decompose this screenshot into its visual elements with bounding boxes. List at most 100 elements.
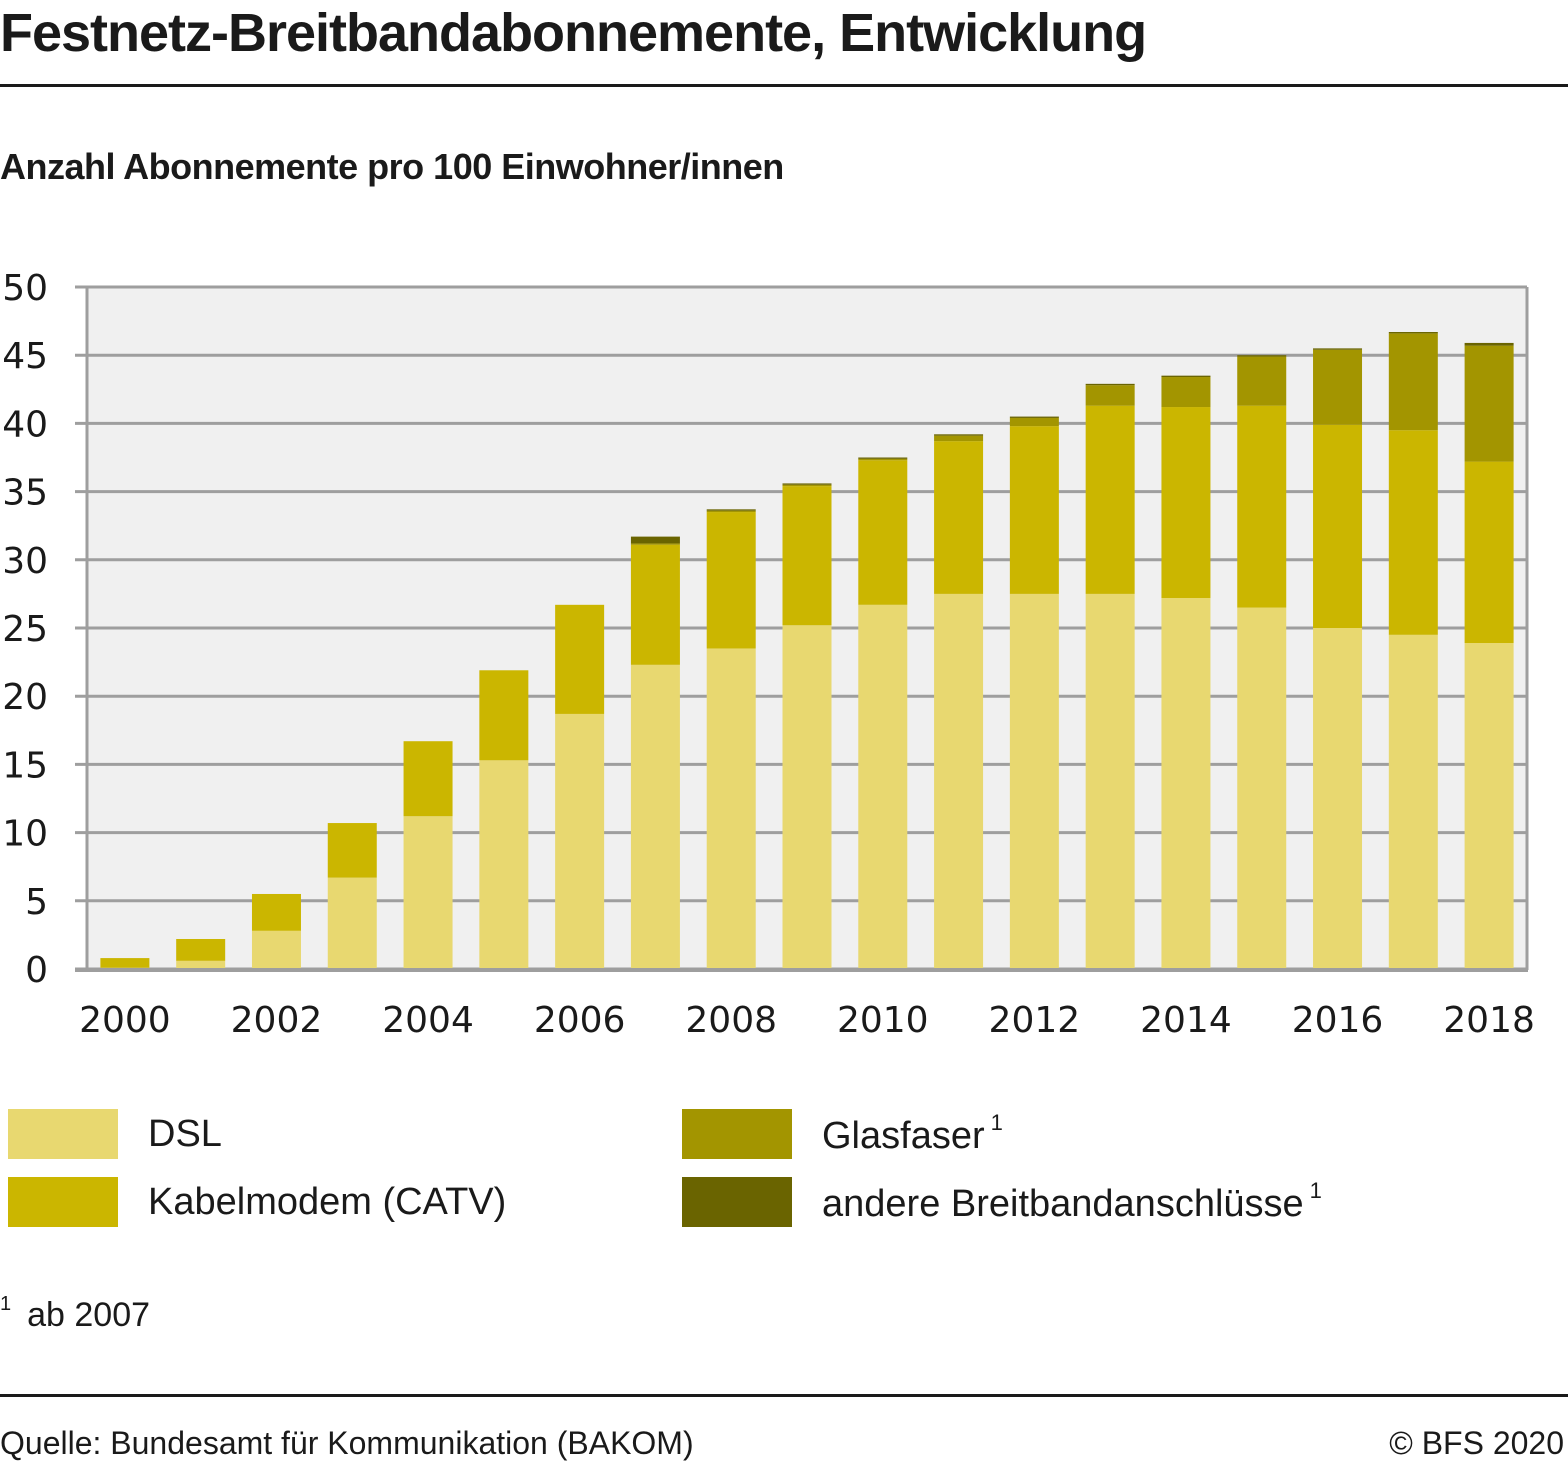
bar-segment-dsl-2003 xyxy=(327,877,377,969)
bar-segment-glasfaser-2011 xyxy=(934,435,984,442)
legend-item-glasfaser: Glasfaser 1 xyxy=(682,1108,1003,1160)
legend-item-dsl: DSL xyxy=(8,1108,222,1160)
source-note: Quelle: Bundesamt für Kommunikation (BAK… xyxy=(0,1425,694,1461)
title-divider xyxy=(0,84,1568,87)
bar-segment-dsl-2012 xyxy=(1009,593,1059,969)
bar-stack-2009 xyxy=(782,483,832,969)
y-tick-label: 50 xyxy=(2,268,48,309)
bar-segment-dsl-2002 xyxy=(251,930,301,969)
y-tick-label: 5 xyxy=(25,882,48,923)
bar-segment-kabelmodem-catv--2016 xyxy=(1313,424,1363,628)
bar-stack-2016 xyxy=(1313,348,1363,969)
bar-segment-kabelmodem-catv--2004 xyxy=(403,741,453,817)
chart-title: Festnetz-Breitbandabonnemente, Entwicklu… xyxy=(0,3,1147,63)
y-tick-label: 40 xyxy=(2,404,48,445)
bar-stack-2003 xyxy=(327,823,377,969)
bar-segment-andere-breitbandanschl-sse-2016 xyxy=(1313,348,1363,350)
y-tick-label: 25 xyxy=(2,609,48,650)
legend-swatch-dsl xyxy=(8,1109,118,1159)
bar-segment-kabelmodem-catv--2003 xyxy=(327,823,377,878)
bar-segment-kabelmodem-catv--2002 xyxy=(251,893,301,931)
bar-segment-dsl-2018 xyxy=(1464,643,1514,969)
bar-segment-kabelmodem-catv--2013 xyxy=(1085,405,1135,594)
x-tick-label: 2014 xyxy=(1140,1000,1232,1041)
bar-stack-2008 xyxy=(706,509,756,969)
x-tick-label: 2004 xyxy=(382,1000,474,1041)
bar-segment-dsl-2001 xyxy=(176,960,226,969)
bar-stack-2010 xyxy=(858,457,908,969)
bar-segment-dsl-2008 xyxy=(706,648,756,969)
bar-segment-dsl-2007 xyxy=(630,664,680,969)
bar-segment-kabelmodem-catv--2017 xyxy=(1388,430,1438,635)
legend-swatch-catv xyxy=(8,1177,118,1227)
bar-segment-dsl-2005 xyxy=(479,760,529,969)
bar-segment-dsl-2016 xyxy=(1313,628,1363,969)
y-tick-label: 35 xyxy=(2,473,48,514)
footnote-text: ab 2007 xyxy=(27,1296,151,1334)
bar-segment-kabelmodem-catv--2011 xyxy=(934,441,984,594)
chart-subtitle: Anzahl Abonnemente pro 100 Einwohner/inn… xyxy=(0,146,784,187)
bar-stack-2017 xyxy=(1388,332,1438,969)
bar-segment-dsl-2017 xyxy=(1388,634,1438,969)
legend-label-catv: Kabelmodem (CATV) xyxy=(148,1180,507,1223)
bar-segment-andere-breitbandanschl-sse-2018 xyxy=(1464,342,1514,346)
y-tick-label: 45 xyxy=(2,336,48,377)
stacked-bar-chart: 0 5 10 15 20 25 30 35 40 45 50 2000 2002 2004 2006 2008… xyxy=(2,268,1535,1041)
bar-segment-kabelmodem-catv--2001 xyxy=(176,938,226,961)
footnote-marker: 1 xyxy=(990,1110,1003,1135)
bar-stack-2013 xyxy=(1085,383,1135,969)
bar-segment-dsl-2011 xyxy=(934,593,984,969)
bar-stack-2001 xyxy=(176,938,226,969)
bar-segment-glasfaser-2015 xyxy=(1237,356,1287,406)
bar-stack-2000 xyxy=(100,958,150,969)
x-tick-label: 2018 xyxy=(1443,1000,1535,1041)
bar-segment-andere-breitbandanschl-sse-2009 xyxy=(782,483,832,485)
bar-stack-2011 xyxy=(934,434,984,969)
bar-segment-glasfaser-2009 xyxy=(782,484,832,487)
legend-label-dsl: DSL xyxy=(148,1112,222,1155)
bar-segment-glasfaser-2013 xyxy=(1085,385,1135,406)
y-tick-label: 10 xyxy=(2,814,48,855)
bar-segment-kabelmodem-catv--2008 xyxy=(706,512,756,649)
x-tick-label: 2008 xyxy=(685,1000,777,1041)
bar-segment-andere-breitbandanschl-sse-2017 xyxy=(1388,332,1438,334)
legend-item-andere: andere Breitbandanschlüsse 1 xyxy=(682,1176,1322,1228)
copyright: © BFS 2020 xyxy=(1389,1425,1564,1461)
bar-segment-glasfaser-2010 xyxy=(858,458,908,461)
bar-stack-2004 xyxy=(403,741,453,969)
bar-segment-kabelmodem-catv--2006 xyxy=(555,604,605,714)
bar-segment-andere-breitbandanschl-sse-2014 xyxy=(1161,375,1211,378)
bar-segment-andere-breitbandanschl-sse-2015 xyxy=(1237,355,1287,357)
footer-divider xyxy=(0,1394,1568,1397)
x-tick-label: 2002 xyxy=(231,1000,323,1041)
bar-segment-andere-breitbandanschl-sse-2008 xyxy=(706,509,756,511)
y-tick-label: 15 xyxy=(2,745,48,786)
bar-segment-dsl-2006 xyxy=(555,713,605,969)
footnote: 1 ab 2007 xyxy=(0,1293,150,1335)
bar-stack-2015 xyxy=(1237,355,1287,969)
bar-segment-kabelmodem-catv--2015 xyxy=(1237,405,1287,608)
bar-stack-2006 xyxy=(555,604,605,969)
x-tick-label: 2010 xyxy=(837,1000,929,1041)
bar-segment-dsl-2009 xyxy=(782,625,832,969)
legend-item-catv: Kabelmodem (CATV) xyxy=(8,1176,506,1228)
bar-stack-2002 xyxy=(251,893,301,969)
x-tick-label: 2000 xyxy=(79,1000,171,1041)
bar-segment-andere-breitbandanschl-sse-2010 xyxy=(858,457,908,459)
footnote-marker: 1 xyxy=(1309,1178,1322,1203)
bar-segment-kabelmodem-catv--2005 xyxy=(479,670,529,761)
bar-segment-dsl-2004 xyxy=(403,816,453,969)
bar-segment-dsl-2013 xyxy=(1085,593,1135,969)
bar-stack-2012 xyxy=(1009,416,1059,969)
bar-segment-andere-breitbandanschl-sse-2007 xyxy=(630,536,680,544)
y-tick-label: 20 xyxy=(2,677,48,718)
bar-segment-glasfaser-2018 xyxy=(1464,345,1514,462)
legend-swatch-glasfaser xyxy=(682,1109,792,1159)
bar-segment-dsl-2014 xyxy=(1161,597,1211,969)
legend-label-glasfaser: Glasfaser 1 xyxy=(822,1110,1003,1157)
bar-segment-dsl-2010 xyxy=(858,604,908,969)
bar-segment-glasfaser-2008 xyxy=(706,510,756,513)
bar-segment-glasfaser-2012 xyxy=(1009,417,1059,427)
bar-segment-glasfaser-2007 xyxy=(630,543,680,545)
bar-segment-andere-breitbandanschl-sse-2013 xyxy=(1085,383,1135,386)
